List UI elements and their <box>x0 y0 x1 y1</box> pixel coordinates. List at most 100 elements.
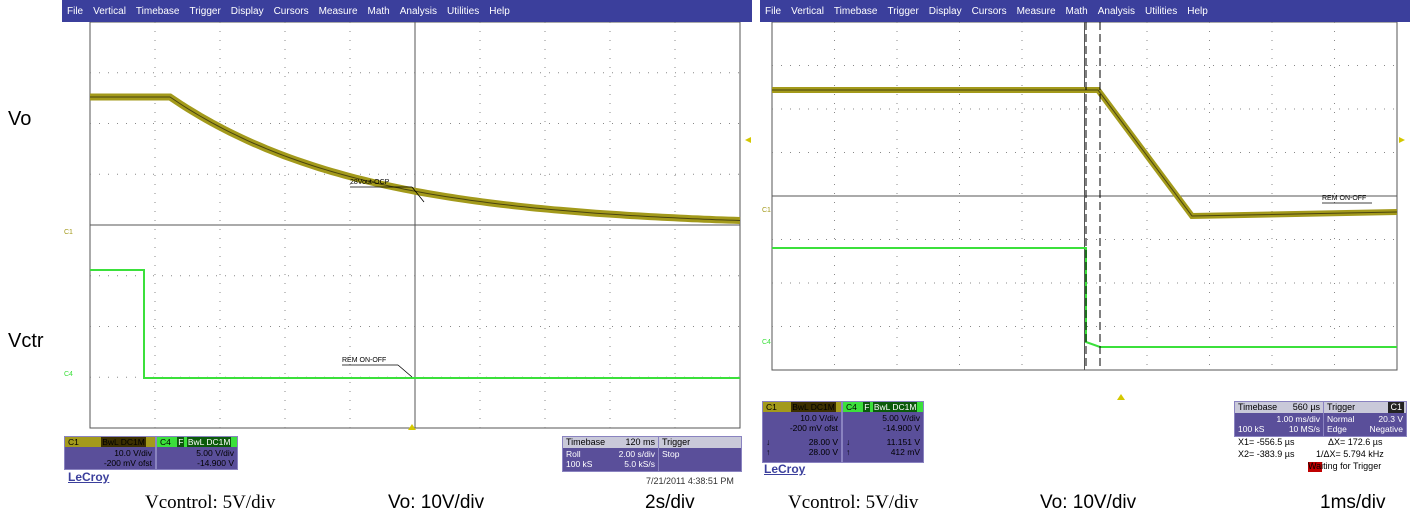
right-ch1-cursor-up: 28.00 V <box>808 447 838 457</box>
right-ch1-vdiv: 10.0 V/div <box>800 413 838 423</box>
left-menu-math[interactable]: Math <box>367 5 390 17</box>
left-ch1-annotation-leader <box>411 186 425 203</box>
right-trigger-label: Trigger <box>1327 402 1356 412</box>
left-ch4-vdiv: 5.00 V/div <box>196 448 234 458</box>
vo-side-label: Vo <box>8 108 32 130</box>
right-ch4-info-box[interactable]: C4 F BwL DC1M 5.00 V/div -14.900 V ↓ 11.1… <box>842 401 924 463</box>
right-ch4-arrow-up-icon: ↑ <box>846 447 851 457</box>
right-caption-time: 1ms/div <box>1320 492 1386 513</box>
right-cursor-x1: X1= -556.5 µs <box>1238 437 1295 447</box>
right-ch1-arrow-down-icon: ↓ <box>766 437 771 447</box>
right-menu-measure[interactable]: Measure <box>1016 5 1056 17</box>
right-menu-vertical[interactable]: Vertical <box>791 5 824 17</box>
left-menu-help[interactable]: Help <box>489 5 510 17</box>
right-menu-display[interactable]: Display <box>928 5 962 17</box>
right-ch1-tag-dc1m: DC1M <box>809 402 836 412</box>
right-ch1-trace-core <box>772 89 1398 217</box>
right-timebase-rate: 10 MS/s <box>1288 424 1320 434</box>
left-timebase-sdiv: 2.00 s/div <box>618 449 655 459</box>
right-menu-timebase[interactable]: Timebase <box>833 5 878 17</box>
left-ch4-annotation-leader <box>397 364 413 378</box>
right-caption-vo: Vo: 10V/div <box>1040 492 1137 513</box>
left-timebase-box[interactable]: Timebase 120 ms Roll 2.00 s/div 100 kS 5.… <box>562 436 659 472</box>
left-timebase-rate: 5.0 kS/s <box>624 459 655 469</box>
left-ch1-info-box[interactable]: C1 BwL DC1M 10.0 V/div -200 mV ofst <box>64 436 156 470</box>
right-trigger-channel: C1 <box>1388 402 1404 413</box>
right-cursor-inv-dx: 1/ΔX= 5.794 kHz <box>1316 449 1384 459</box>
left-timebase-samples: 100 kS <box>566 459 593 469</box>
left-caption-vcontrol: Vcontrol: 5V/div <box>145 492 276 513</box>
left-ch4-tag-bwl: BwL <box>186 437 206 447</box>
left-ch1-trace-core <box>90 96 741 221</box>
right-menu-help[interactable]: Help <box>1187 5 1208 17</box>
right-waveform-display: C1 C4 REM ON-OFF <box>762 22 1405 400</box>
left-trigger-time-icon <box>408 424 416 430</box>
right-trigger-slope: Negative <box>1369 424 1403 434</box>
left-menu-vertical[interactable]: Vertical <box>93 5 126 17</box>
left-scope-panel: File Vertical Timebase Trigger Display Cursor… <box>62 0 752 490</box>
right-ch1-offset: -200 mV ofst <box>789 423 838 433</box>
left-ch4-tag-f: F <box>177 437 185 447</box>
left-menu-trigger[interactable]: Trigger <box>189 5 221 17</box>
left-menu-cursors[interactable]: Cursors <box>273 5 309 17</box>
left-timebase-label: Timebase <box>566 437 606 447</box>
left-timebase-value: 120 ms <box>625 437 655 447</box>
right-ch4-tag-dc1m: DC1M <box>891 402 918 412</box>
right-ch4-offset: -14.900 V <box>883 423 920 433</box>
right-timebase-label: Timebase <box>1238 402 1278 412</box>
left-ch1-tag-bwl: BwL <box>101 437 120 447</box>
left-menu-bar: File Vertical Timebase Trigger Display Cursor… <box>62 0 752 22</box>
left-ch1-tag-dc1m: DC1M <box>119 437 146 447</box>
right-trigger-level: 20.3 V <box>1378 414 1403 424</box>
right-menu-analysis[interactable]: Analysis <box>1097 5 1135 17</box>
left-menu-measure[interactable]: Measure <box>318 5 358 17</box>
right-ch1-name: C1 <box>766 402 777 412</box>
right-menu-cursors[interactable]: Cursors <box>971 5 1007 17</box>
right-trigger-time-icon <box>1117 394 1125 400</box>
right-trigger-mode: Normal <box>1327 414 1355 424</box>
right-ch4-cursor-up: 412 mV <box>890 447 920 457</box>
right-menu-utilities[interactable]: Utilities <box>1144 5 1178 17</box>
right-ch1-arrow-up-icon: ↑ <box>766 447 771 457</box>
left-lecroy-logo: LeCroy <box>68 470 110 484</box>
right-ch4-tag-bwl: BwL <box>872 402 892 412</box>
right-ch1-tag-bwl: BwL <box>791 402 810 412</box>
left-caption-vo: Vo: 10V/div <box>388 492 485 513</box>
right-trigger-box[interactable]: Trigger C1 Normal 20.3 V Edge Negative <box>1323 401 1407 437</box>
right-cursor-dx: ΔX= 172.6 µs <box>1328 437 1383 447</box>
left-trigger-label: Trigger <box>662 437 691 447</box>
right-menu-trigger[interactable]: Trigger <box>887 5 919 17</box>
right-ch4-tag-f: F <box>863 402 871 412</box>
right-ch4-name: C4 <box>846 402 857 412</box>
left-menu-timebase[interactable]: Timebase <box>135 5 180 17</box>
right-ch1-marker: C1 <box>762 207 771 214</box>
left-menu-file[interactable]: File <box>67 5 84 17</box>
right-menu-math[interactable]: Math <box>1065 5 1088 17</box>
left-trigger-level-icon <box>745 137 751 143</box>
left-ch1-vdiv: 10.0 V/div <box>114 448 152 458</box>
left-ch4-offset: -14.900 V <box>197 458 234 468</box>
left-menu-display[interactable]: Display <box>230 5 264 17</box>
left-ch4-name: C4 <box>160 437 171 447</box>
left-ch4-marker: C4 <box>64 371 73 378</box>
right-ch4-vdiv: 5.00 V/div <box>882 413 920 423</box>
left-menu-analysis[interactable]: Analysis <box>399 5 437 17</box>
left-timebase-mode: Roll <box>566 449 581 459</box>
right-ch1-annotation: REM ON-OFF <box>1322 195 1366 202</box>
left-caption-time: 2s/div <box>645 492 695 513</box>
left-ch1-annotation: 28Vout-OCP <box>350 179 390 186</box>
right-caption-vcontrol: Vcontrol: 5V/div <box>788 492 919 513</box>
right-ch1-info-box[interactable]: C1 BwL DC1M 10.0 V/div -200 mV ofst ↓ 28.… <box>762 401 842 463</box>
left-ch1-name: C1 <box>68 437 79 447</box>
right-menu-file[interactable]: File <box>765 5 782 17</box>
left-trigger-box[interactable]: Trigger Stop <box>658 436 742 472</box>
left-trigger-state: Stop <box>662 449 680 459</box>
right-lecroy-logo: LeCroy <box>764 462 806 476</box>
left-ch1-marker: C1 <box>64 229 73 236</box>
right-timebase-box[interactable]: Timebase 560 µs 1.00 ms/div 100 kS 10 MS/… <box>1234 401 1324 437</box>
right-cursor-x2: X2= -383.9 µs <box>1238 449 1295 459</box>
left-menu-utilities[interactable]: Utilities <box>446 5 480 17</box>
left-ch4-info-box[interactable]: C4 F BwL DC1M 5.00 V/div -14.900 V <box>156 436 238 470</box>
right-trigger-status: Waiting for Trigger <box>1308 461 1382 472</box>
vctr-side-label: Vctr <box>8 330 44 352</box>
